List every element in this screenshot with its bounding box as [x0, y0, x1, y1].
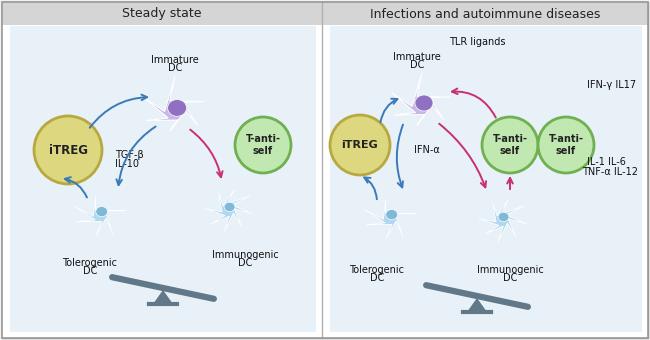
Polygon shape [144, 76, 204, 131]
FancyBboxPatch shape [2, 2, 322, 25]
Text: Infections and autoimmune diseases: Infections and autoimmune diseases [370, 7, 600, 20]
Text: DC: DC [503, 273, 517, 283]
Text: DC: DC [370, 273, 384, 283]
Circle shape [482, 117, 538, 173]
Text: Tolerogenic: Tolerogenic [62, 258, 118, 268]
Circle shape [330, 115, 390, 175]
FancyBboxPatch shape [330, 26, 642, 332]
Text: Immunogenic: Immunogenic [212, 250, 278, 260]
Text: DC: DC [168, 63, 182, 73]
Text: IFN-α: IFN-α [414, 145, 440, 155]
FancyBboxPatch shape [10, 26, 316, 332]
Text: T-anti-
self: T-anti- self [493, 134, 528, 156]
Ellipse shape [415, 95, 433, 111]
Text: iTREG: iTREG [49, 143, 88, 156]
Polygon shape [467, 298, 487, 312]
Ellipse shape [385, 209, 398, 220]
Circle shape [235, 117, 291, 173]
Text: Immature: Immature [151, 55, 199, 65]
Circle shape [34, 116, 102, 184]
Polygon shape [365, 199, 415, 239]
Circle shape [538, 117, 594, 173]
Polygon shape [205, 190, 253, 232]
Text: IL-10: IL-10 [115, 159, 139, 169]
Text: Tolerogenic: Tolerogenic [350, 265, 404, 275]
Text: Steady state: Steady state [122, 7, 202, 20]
Ellipse shape [224, 202, 235, 211]
FancyBboxPatch shape [322, 2, 648, 25]
Text: DC: DC [238, 258, 252, 268]
Text: IFN-γ IL17: IFN-γ IL17 [587, 80, 636, 90]
Text: Immature: Immature [393, 52, 441, 62]
Text: T-anti-
self: T-anti- self [549, 134, 584, 156]
Ellipse shape [96, 206, 108, 217]
Polygon shape [478, 200, 527, 242]
Text: DC: DC [410, 60, 424, 70]
Text: iTREG: iTREG [342, 140, 378, 150]
FancyBboxPatch shape [2, 2, 648, 25]
Text: TGF-β: TGF-β [115, 150, 144, 160]
Text: DC: DC [83, 266, 98, 276]
Ellipse shape [498, 212, 509, 222]
Text: Immunogenic: Immunogenic [476, 265, 543, 275]
Polygon shape [153, 290, 173, 304]
Text: TLR ligands: TLR ligands [448, 37, 505, 47]
Text: T-anti-
self: T-anti- self [246, 134, 281, 156]
FancyBboxPatch shape [322, 25, 648, 338]
Ellipse shape [168, 100, 187, 116]
Text: IL-1 IL-6: IL-1 IL-6 [587, 157, 626, 167]
Polygon shape [392, 73, 450, 125]
FancyBboxPatch shape [2, 25, 322, 338]
Text: TNF-α IL-12: TNF-α IL-12 [582, 167, 638, 177]
Polygon shape [75, 196, 125, 236]
